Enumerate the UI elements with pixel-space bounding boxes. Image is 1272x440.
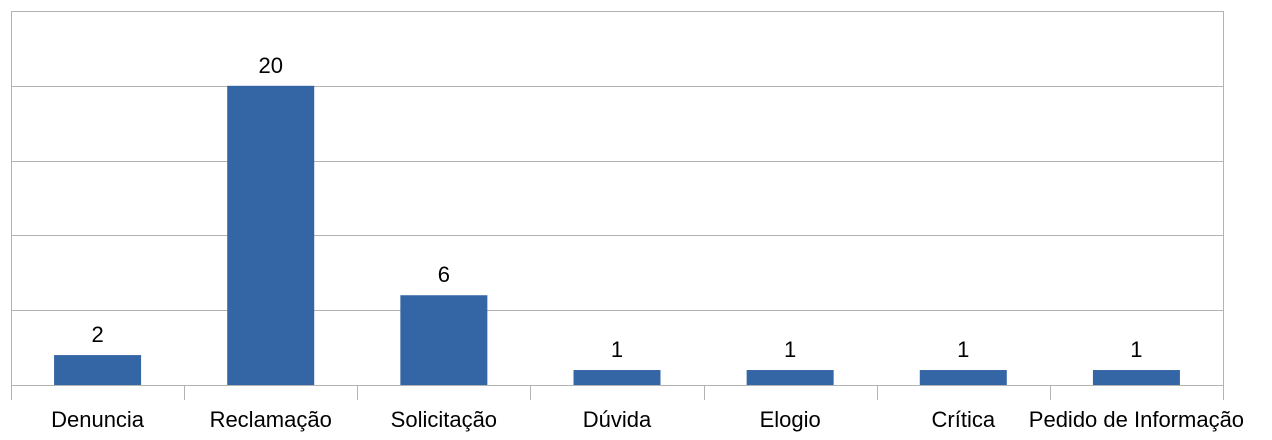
data-label-solicitacao: 6 [438, 262, 450, 287]
x-tick-label-reclamacao: Reclamação [210, 407, 332, 432]
data-label-elogio: 1 [784, 337, 796, 362]
bar-critica [919, 370, 1007, 385]
plot-area-frame [11, 11, 1224, 386]
bar-reclamacao [227, 85, 315, 386]
x-axis: Denuncia Reclamação Solicitação Dúvida Elogi… [11, 385, 1244, 432]
bar-pedido-de-informacao [1092, 370, 1180, 385]
data-label-duvida: 1 [611, 337, 623, 362]
data-label-critica: 1 [957, 337, 969, 362]
data-label-denuncia: 2 [91, 322, 103, 347]
x-tick-label-pedido-de-informacao: Pedido de Informação [1029, 407, 1244, 432]
x-tick-label-solicitacao: Solicitação [391, 407, 497, 432]
data-label-pedido-de-informacao: 1 [1130, 337, 1142, 362]
bars [54, 85, 1180, 386]
data-label-reclamacao: 20 [258, 53, 282, 78]
data-labels: 2 20 6 1 1 1 1 [91, 53, 1142, 362]
x-tick-label-elogio: Elogio [760, 407, 821, 432]
bar-solicitacao [400, 295, 488, 385]
bar-denuncia [54, 355, 142, 385]
gridlines [11, 86, 1223, 311]
x-tick-label-critica: Crítica [932, 407, 996, 432]
x-tick-label-denuncia: Denuncia [51, 407, 145, 432]
bar-elogio [746, 370, 834, 385]
x-tick-label-duvida: Dúvida [583, 407, 652, 432]
bar-duvida [573, 370, 661, 385]
